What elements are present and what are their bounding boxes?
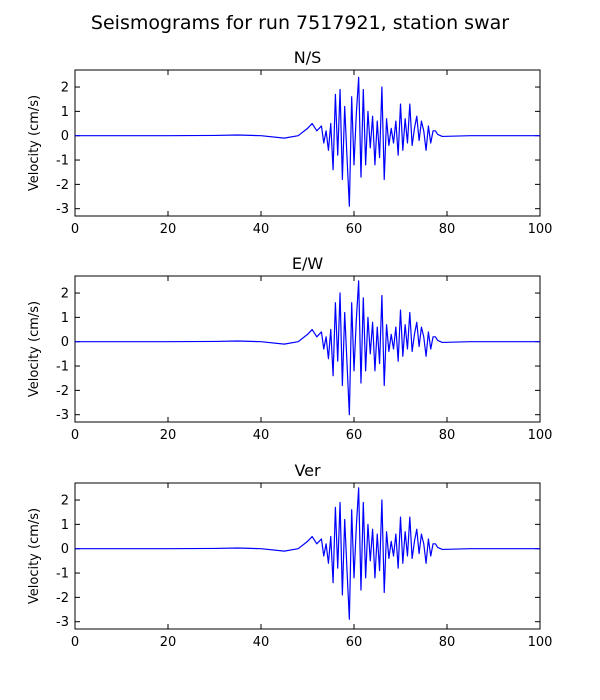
- x-tick-label: 60: [346, 635, 363, 650]
- y-axis-label: Velocity (cm/s): [27, 301, 42, 397]
- y-tick-label: -1: [56, 567, 69, 582]
- panel-1: N/S Velocity (cm/s) 0 20 40 60 80 100 2 1 0 -1 -2 -3: [27, 48, 552, 237]
- y-tick-label: -3: [56, 202, 69, 217]
- y-tick-label: 0: [61, 129, 69, 144]
- x-tick-label: 60: [346, 222, 363, 237]
- x-tick-label: 100: [528, 635, 553, 650]
- y-tick-label: -3: [56, 408, 69, 423]
- y-tick-label: 1: [61, 105, 69, 120]
- x-tick-label: 20: [160, 635, 177, 650]
- y-tick-label: 1: [61, 311, 69, 326]
- y-tick-label: 0: [61, 542, 69, 557]
- y-tick-label: 2: [61, 287, 69, 302]
- x-tick-label: 100: [528, 428, 553, 443]
- x-tick-label: 0: [71, 222, 79, 237]
- x-tick-label: 40: [253, 635, 270, 650]
- x-tick-label: 80: [439, 428, 456, 443]
- y-tick-label: -3: [56, 615, 69, 630]
- y-tick-label: 0: [61, 335, 69, 350]
- y-tick-label: 2: [61, 494, 69, 509]
- y-tick-label: -1: [56, 360, 69, 375]
- y-axis-label: Velocity (cm/s): [27, 508, 42, 604]
- x-tick-label: 20: [160, 428, 177, 443]
- x-tick-label: 0: [71, 635, 79, 650]
- x-tick-label: 40: [253, 428, 270, 443]
- x-tick-label: 40: [253, 222, 270, 237]
- panel-2: E/W Velocity (cm/s) 0 20 40 60 80 100 2 1 0 -1 -2 -3: [27, 254, 552, 443]
- panel-title: E/W: [292, 254, 324, 273]
- plot-frame: [74, 69, 541, 217]
- panel-3: Ver Velocity (cm/s) 0 20 40 60 80 100 2 1 0 -1 -2 -3: [27, 461, 552, 650]
- y-tick-label: 2: [61, 81, 69, 96]
- y-tick-label: -1: [56, 154, 69, 169]
- seismogram-trace: [75, 487, 540, 620]
- y-tick-label: 1: [61, 518, 69, 533]
- figure-title: Seismograms for run 7517921, station swa…: [91, 12, 509, 34]
- panel-title: Ver: [294, 461, 321, 480]
- plot-frame: [74, 275, 541, 423]
- y-tick-label: -2: [56, 384, 69, 399]
- panel-title: N/S: [294, 48, 322, 67]
- y-tick-label: -2: [56, 178, 69, 193]
- x-tick-label: 80: [439, 635, 456, 650]
- x-tick-label: 0: [71, 428, 79, 443]
- seismogram-trace: [75, 280, 540, 416]
- y-tick-label: -2: [56, 591, 69, 606]
- x-tick-label: 60: [346, 428, 363, 443]
- x-tick-label: 80: [439, 222, 456, 237]
- x-tick-label: 20: [160, 222, 177, 237]
- y-axis-label: Velocity (cm/s): [27, 95, 42, 191]
- x-tick-label: 100: [528, 222, 553, 237]
- plot-frame: [74, 482, 541, 630]
- seismogram-trace: [75, 76, 540, 207]
